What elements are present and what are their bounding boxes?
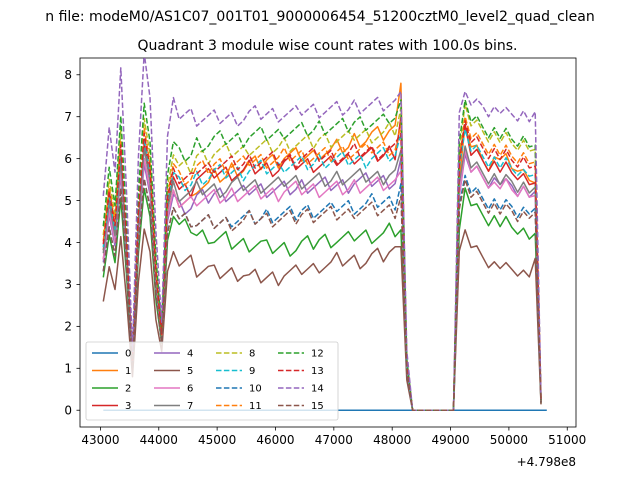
- legend-label-14: 14: [311, 384, 324, 395]
- legend-label-0: 0: [125, 349, 131, 360]
- x-tick-label: 45000: [198, 433, 236, 447]
- x-tick-label: 47000: [315, 433, 353, 447]
- x-tick-label: 48000: [373, 433, 411, 447]
- series-line-7: [102, 145, 542, 411]
- series-line-14: [102, 58, 542, 411]
- x-axis-offset-label: +4.798e8: [517, 455, 576, 469]
- legend-label-2: 2: [125, 384, 131, 395]
- series-line-13: [102, 120, 542, 411]
- legend-label-7: 7: [187, 401, 193, 412]
- legend-label-4: 4: [187, 349, 193, 360]
- legend-box: [85, 341, 339, 421]
- legend-label-1: 1: [125, 366, 131, 377]
- legend-label-6: 6: [187, 384, 193, 395]
- series-line-12: [102, 99, 542, 411]
- legend-label-15: 15: [311, 401, 324, 412]
- x-tick-label: 51000: [548, 433, 586, 447]
- series-line-10: [102, 174, 542, 411]
- series-line-11: [102, 115, 542, 411]
- y-tick-label: 1: [64, 362, 72, 376]
- y-tick-label: 3: [64, 278, 72, 292]
- y-tick-label: 8: [64, 68, 72, 82]
- y-tick-label: 5: [64, 194, 72, 208]
- series-line-2: [102, 187, 542, 411]
- y-tick-label: 6: [64, 152, 72, 166]
- figure-suptitle: n file: modeM0/AS1C07_001T01_9000006454_…: [45, 9, 594, 25]
- legend-label-12: 12: [311, 349, 324, 360]
- legend-label-10: 10: [249, 384, 262, 395]
- x-tick-label: 43000: [81, 433, 119, 447]
- y-tick-label: 2: [64, 320, 72, 334]
- x-tick-label: 46000: [256, 433, 294, 447]
- legend-label-5: 5: [187, 366, 193, 377]
- y-tick-label: 7: [64, 110, 72, 124]
- series-line-8: [102, 103, 542, 411]
- y-tick-label: 4: [64, 236, 72, 250]
- legend-label-3: 3: [125, 401, 131, 412]
- series-line-5: [102, 228, 542, 411]
- plot-area: 43000 44000 45000 46000 47000 48000 49000 50000…: [64, 57, 586, 447]
- legend-label-9: 9: [249, 366, 255, 377]
- legend-label-8: 8: [249, 349, 255, 360]
- x-tick-label: 50000: [490, 433, 528, 447]
- chart-title: Quadrant 3 module wise count rates with …: [138, 38, 518, 54]
- legend-label-13: 13: [311, 366, 324, 377]
- y-tick-label: 0: [64, 404, 72, 418]
- legend-label-11: 11: [249, 401, 262, 412]
- x-tick-label: 49000: [431, 433, 469, 447]
- series-line-6: [102, 149, 542, 411]
- x-tick-label: 44000: [140, 433, 178, 447]
- series-line-9: [102, 128, 542, 411]
